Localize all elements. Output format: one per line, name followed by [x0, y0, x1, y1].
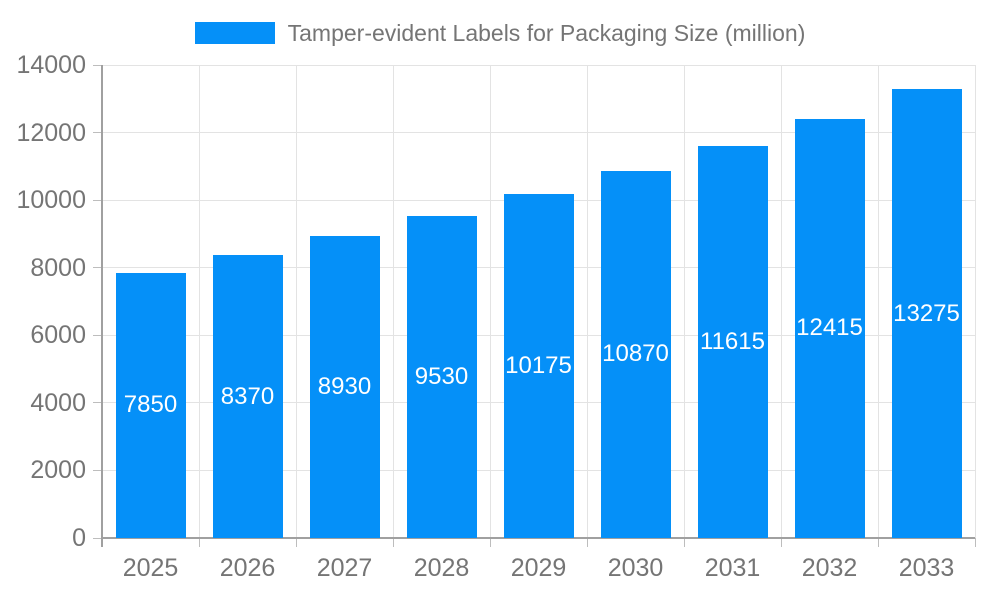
x-axis-tick-label: 2033 — [898, 554, 955, 582]
x-axis-tick-label: 2032 — [801, 554, 858, 582]
bar-value-label: 8930 — [317, 373, 372, 401]
y-axis-tick — [93, 199, 101, 201]
y-axis-line — [101, 65, 103, 547]
x-axis-tick — [295, 538, 297, 547]
bar-2032[interactable]: 12415 — [794, 118, 865, 538]
x-gridline — [489, 65, 491, 538]
bar-value-label: 11615 — [700, 327, 765, 355]
y-axis-tick — [93, 537, 101, 539]
bar-2033[interactable]: 13275 — [891, 89, 962, 538]
x-axis-tick-label: 2030 — [607, 554, 664, 582]
bar-2029[interactable]: 10175 — [503, 194, 574, 538]
x-axis-tick-label: 2025 — [122, 554, 179, 582]
y-axis-tick-label: 8000 — [30, 253, 86, 282]
y-axis-tick-label: 2000 — [30, 456, 86, 485]
x-gridline — [295, 65, 297, 538]
bar-2030[interactable]: 10870 — [600, 170, 671, 538]
bar-2025[interactable]: 7850 — [115, 272, 186, 538]
x-axis-tick — [877, 538, 879, 547]
x-gridline — [974, 65, 976, 538]
bar-2026[interactable]: 8370 — [212, 255, 283, 538]
bar-value-label: 10175 — [505, 352, 572, 380]
y-axis-tick — [93, 469, 101, 471]
x-gridline — [683, 65, 685, 538]
bar-value-label: 7850 — [123, 391, 178, 419]
y-axis-tick-label: 14000 — [16, 51, 86, 79]
y-gridline — [102, 64, 975, 66]
y-axis-tick — [93, 334, 101, 336]
x-gridline — [198, 65, 200, 538]
x-axis-line — [101, 537, 975, 539]
y-axis-tick-label: 10000 — [16, 186, 86, 215]
bar-value-label: 8370 — [220, 382, 275, 410]
y-axis-tick — [93, 64, 101, 66]
bar-2031[interactable]: 11615 — [697, 145, 768, 538]
x-axis-tick-label: 2028 — [413, 554, 470, 582]
bar-2028[interactable]: 9530 — [406, 216, 477, 538]
bar-value-label: 12415 — [796, 314, 863, 342]
legend-label: Tamper-evident Labels for Packaging Size… — [287, 20, 806, 46]
x-gridline — [586, 65, 588, 538]
y-gridline — [102, 132, 975, 134]
y-axis-tick — [93, 132, 101, 134]
x-gridline — [780, 65, 782, 538]
x-axis-tick — [489, 538, 491, 547]
x-axis-tick-label: 2031 — [704, 554, 761, 582]
bar-value-label: 10870 — [602, 340, 669, 368]
legend-item[interactable]: Tamper-evident Labels for Packaging Size… — [0, 14, 1000, 52]
y-axis-tick-label: 6000 — [30, 321, 86, 350]
bar-value-label: 13275 — [893, 299, 960, 327]
x-axis-tick — [198, 538, 200, 547]
x-axis-tick-label: 2026 — [219, 554, 276, 582]
x-axis-tick — [974, 538, 976, 547]
x-axis-tick-label: 2027 — [316, 554, 373, 582]
y-axis-tick — [93, 267, 101, 269]
x-axis-tick — [586, 538, 588, 547]
y-axis-tick-label: 4000 — [30, 388, 86, 417]
y-axis-tick — [93, 402, 101, 404]
x-axis-tick — [392, 538, 394, 547]
x-axis-tick — [683, 538, 685, 547]
x-gridline — [392, 65, 394, 538]
x-axis-tick — [780, 538, 782, 547]
legend-swatch — [194, 22, 275, 44]
bar-value-label: 9530 — [414, 363, 469, 390]
y-axis-tick-label: 0 — [72, 524, 86, 552]
x-axis-tick-label: 2029 — [510, 554, 567, 582]
x-gridline — [877, 65, 879, 538]
bar-2027[interactable]: 8930 — [309, 236, 380, 538]
y-axis-tick-label: 12000 — [16, 118, 86, 147]
